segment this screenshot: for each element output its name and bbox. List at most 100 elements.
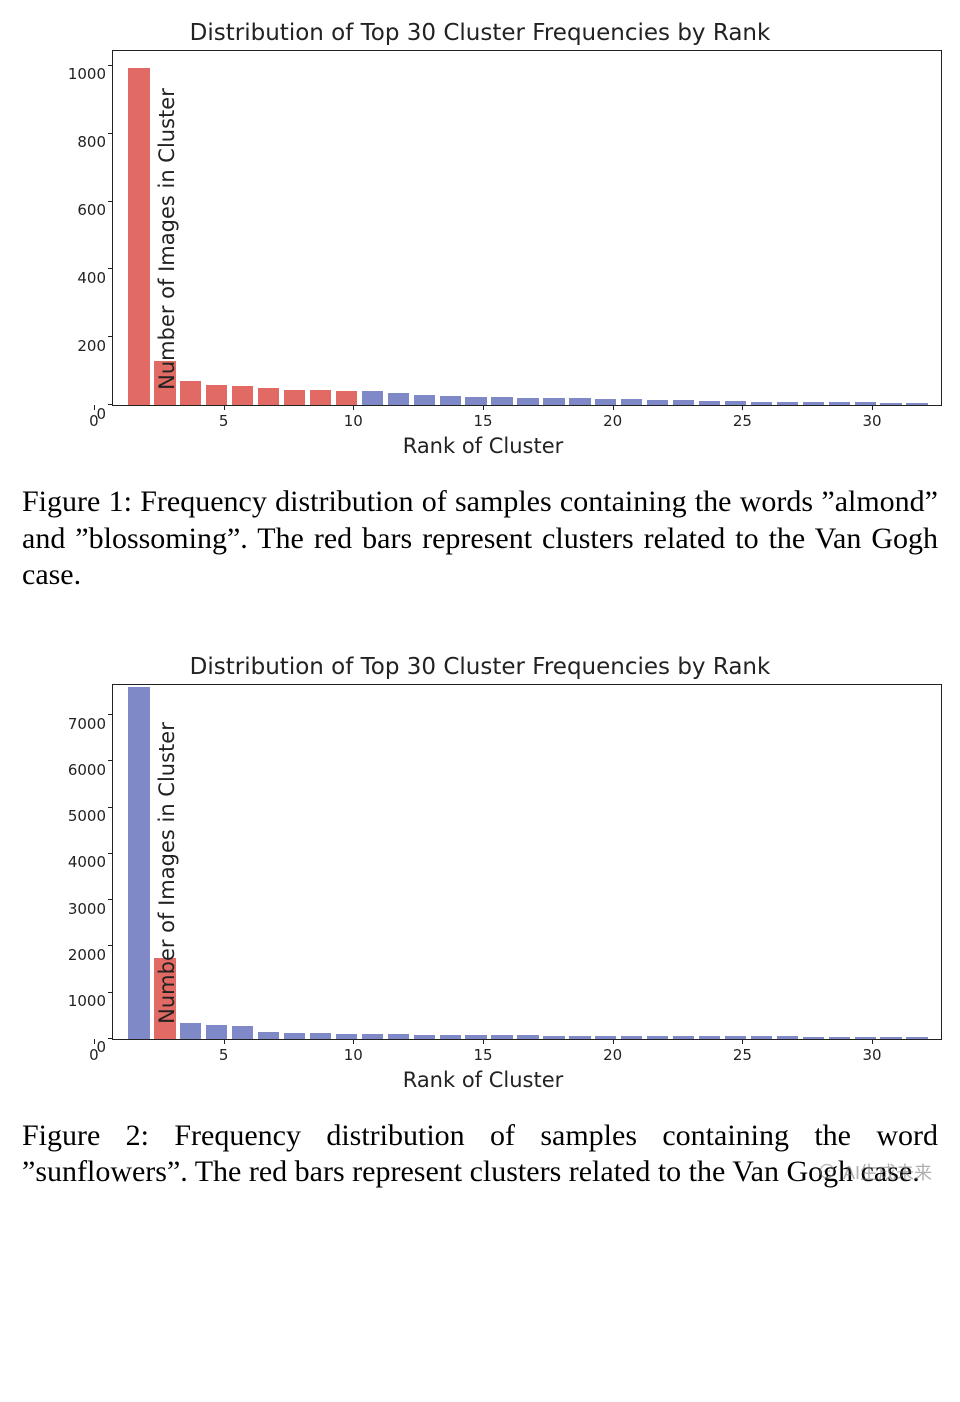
bar bbox=[362, 1034, 383, 1039]
bar bbox=[906, 1037, 927, 1039]
x-tick-mark bbox=[613, 405, 614, 410]
chart-2: Distribution of Top 30 Cluster Frequenci… bbox=[18, 654, 942, 1092]
x-tick-mark bbox=[742, 405, 743, 410]
bar bbox=[751, 1036, 772, 1038]
bar bbox=[751, 402, 772, 405]
bar bbox=[543, 398, 564, 405]
bar bbox=[440, 396, 461, 405]
x-tick-mark bbox=[613, 1039, 614, 1044]
x-ticks: 0 5 10 15 20 25 30 bbox=[68, 408, 898, 430]
bar bbox=[647, 1036, 668, 1039]
bar bbox=[777, 1036, 798, 1038]
bar bbox=[803, 402, 824, 405]
plot-area bbox=[112, 50, 942, 406]
bar bbox=[673, 1036, 694, 1039]
figure-2: Distribution of Top 30 Cluster Frequenci… bbox=[18, 654, 942, 1191]
x-axis-label: Rank of Cluster bbox=[68, 1068, 898, 1092]
bar bbox=[880, 403, 901, 405]
x-tick: 0 bbox=[89, 412, 99, 430]
watermark-text: AI生成未来 bbox=[843, 1159, 932, 1185]
x-tick: 5 bbox=[219, 412, 229, 430]
bar bbox=[206, 1025, 227, 1039]
bar bbox=[284, 390, 305, 405]
x-tick: 0 bbox=[89, 1046, 99, 1064]
bar bbox=[803, 1037, 824, 1039]
bar bbox=[906, 403, 927, 405]
x-tick-mark bbox=[224, 405, 225, 410]
bars bbox=[113, 685, 941, 1039]
bar bbox=[491, 1035, 512, 1039]
bar bbox=[180, 1023, 201, 1039]
bar bbox=[673, 400, 694, 405]
x-tick: 20 bbox=[603, 412, 622, 430]
bar bbox=[128, 68, 149, 405]
bar bbox=[621, 399, 642, 405]
x-tick-mark bbox=[353, 405, 354, 410]
bar bbox=[699, 401, 720, 405]
bar bbox=[440, 1035, 461, 1039]
bar bbox=[517, 398, 538, 405]
x-tick-mark bbox=[94, 405, 95, 410]
bar bbox=[310, 1033, 331, 1039]
chat-bubble-icon bbox=[817, 1162, 837, 1182]
bar bbox=[258, 1032, 279, 1039]
x-tick-mark bbox=[353, 1039, 354, 1044]
x-tick: 10 bbox=[344, 1046, 363, 1064]
x-tick: 25 bbox=[733, 1046, 752, 1064]
x-tick-mark bbox=[483, 1039, 484, 1044]
bar bbox=[569, 1036, 590, 1039]
bar bbox=[388, 1034, 409, 1039]
x-tick: 20 bbox=[603, 1046, 622, 1064]
y-ticks: 01000200030004000500060007000 bbox=[62, 684, 112, 1040]
x-tick-mark bbox=[872, 1039, 873, 1044]
y-axis-label: Number of Images in Cluster bbox=[155, 88, 179, 390]
chart-title: Distribution of Top 30 Cluster Frequenci… bbox=[18, 654, 942, 680]
x-tick-mark bbox=[224, 1039, 225, 1044]
bar bbox=[206, 385, 227, 405]
bar bbox=[517, 1035, 538, 1038]
figure-1: Distribution of Top 30 Cluster Frequenci… bbox=[18, 20, 942, 594]
watermark: AI生成未来 bbox=[817, 1159, 932, 1185]
x-tick: 5 bbox=[219, 1046, 229, 1064]
bar bbox=[880, 1037, 901, 1039]
bar bbox=[414, 1035, 435, 1039]
bar bbox=[699, 1036, 720, 1039]
bar bbox=[258, 388, 279, 405]
bar bbox=[128, 687, 149, 1038]
y-ticks: 02004006008001000 bbox=[62, 50, 112, 406]
page: Distribution of Top 30 Cluster Frequenci… bbox=[0, 0, 960, 1221]
bar bbox=[543, 1036, 564, 1039]
x-tick-mark bbox=[742, 1039, 743, 1044]
x-tick: 30 bbox=[863, 1046, 882, 1064]
x-tick: 30 bbox=[863, 412, 882, 430]
bar bbox=[336, 391, 357, 405]
bar bbox=[180, 381, 201, 405]
bar bbox=[491, 397, 512, 405]
plot-row: 01000200030004000500060007000 bbox=[62, 684, 942, 1040]
bar bbox=[414, 395, 435, 405]
figure-2-caption: Figure 2: Frequency distribution of samp… bbox=[18, 1118, 942, 1191]
bar bbox=[310, 390, 331, 405]
plot-row: 02004006008001000 bbox=[62, 50, 942, 406]
bar bbox=[569, 398, 590, 405]
bar bbox=[465, 397, 486, 405]
y-axis-label: Number of Images in Cluster bbox=[155, 722, 179, 1024]
chart-title: Distribution of Top 30 Cluster Frequenci… bbox=[18, 20, 942, 46]
x-tick: 15 bbox=[473, 1046, 492, 1064]
x-axis-label: Rank of Cluster bbox=[68, 434, 898, 458]
bar bbox=[232, 386, 253, 405]
bar bbox=[362, 391, 383, 405]
bar bbox=[777, 402, 798, 405]
x-tick: 10 bbox=[344, 412, 363, 430]
plot-area bbox=[112, 684, 942, 1040]
bar bbox=[388, 393, 409, 405]
figure-1-caption: Figure 1: Frequency distribution of samp… bbox=[18, 484, 942, 594]
bars bbox=[113, 51, 941, 405]
x-ticks: 0 5 10 15 20 25 30 bbox=[68, 1042, 898, 1064]
bar bbox=[621, 1036, 642, 1039]
x-tick-mark bbox=[94, 1039, 95, 1044]
chart-1: Distribution of Top 30 Cluster Frequenci… bbox=[18, 20, 942, 458]
x-tick-mark bbox=[483, 405, 484, 410]
x-tick: 15 bbox=[473, 412, 492, 430]
x-tick: 25 bbox=[733, 412, 752, 430]
